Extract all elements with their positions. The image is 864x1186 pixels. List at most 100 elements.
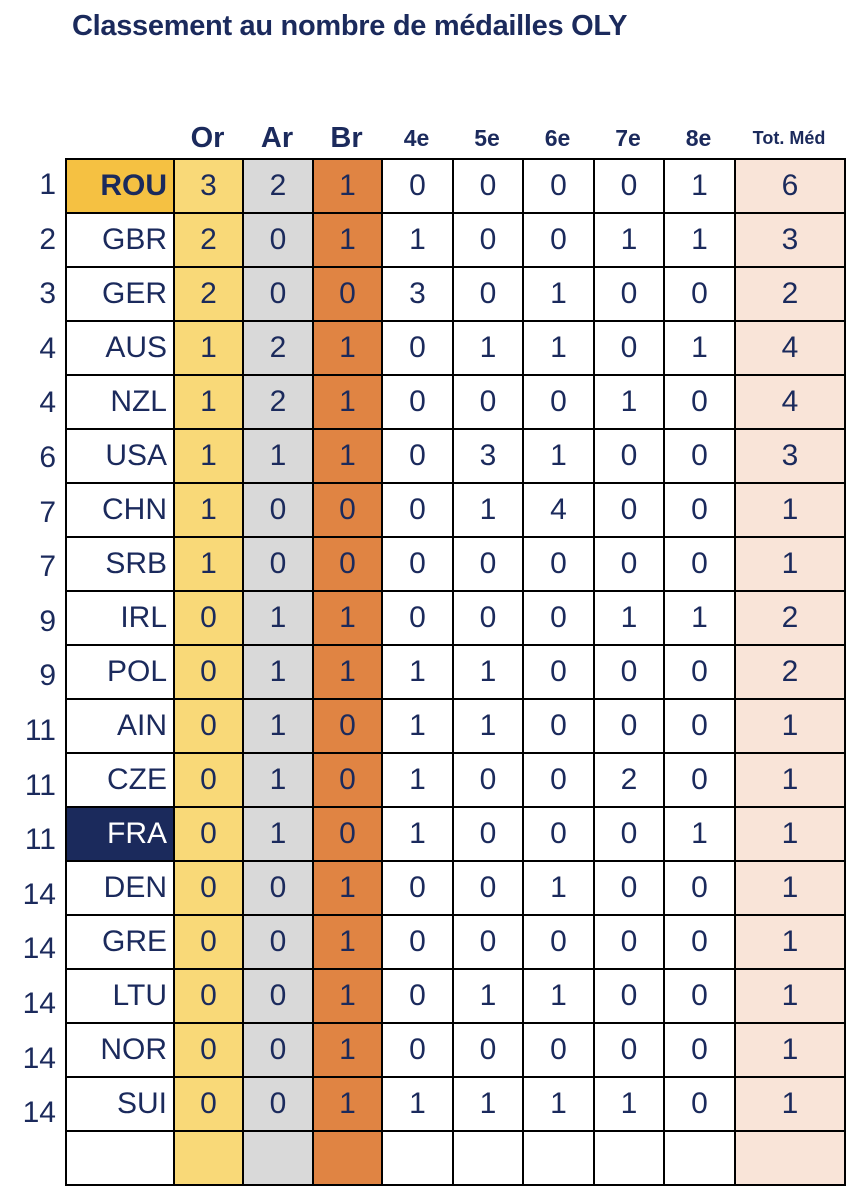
cell-4e: 0 <box>381 914 454 970</box>
cell-ar: 2 <box>242 320 314 376</box>
cell-br: 1 <box>312 644 383 700</box>
country-cell: NZL <box>65 374 175 430</box>
cell-br: 1 <box>312 428 383 484</box>
cell-6e: 0 <box>522 158 595 214</box>
cell-4e: 0 <box>381 536 454 592</box>
country-cell: SRB <box>65 536 175 592</box>
rank-label: 4 <box>39 331 56 365</box>
country-cell: GRE <box>65 914 175 970</box>
cell-5e: 0 <box>452 860 524 916</box>
cell-or: 2 <box>173 266 244 322</box>
cell-ar: 0 <box>242 1022 314 1078</box>
cell-tot-méd: 1 <box>734 1076 846 1132</box>
cell-tot-méd: 2 <box>734 590 846 646</box>
table-row: GBR 2 0 1 1 0 0 1 1 3 <box>65 212 846 268</box>
table-row: AUS 1 2 1 0 1 1 0 1 4 <box>65 320 846 376</box>
empty-cell <box>663 1130 736 1186</box>
cell-tot-méd: 1 <box>734 1022 846 1078</box>
cell-ar: 0 <box>242 482 314 538</box>
cell-4e: 0 <box>381 590 454 646</box>
empty-cell <box>452 1130 524 1186</box>
cell-7e: 0 <box>593 536 665 592</box>
cell-8e: 1 <box>663 320 736 376</box>
empty-cell <box>173 1130 244 1186</box>
table-row: CZE 0 1 0 1 0 0 2 0 1 <box>65 752 846 808</box>
cell-tot-méd: 1 <box>734 860 846 916</box>
cell-7e: 0 <box>593 860 665 916</box>
cell-7e: 0 <box>593 914 665 970</box>
cell-6e: 1 <box>522 968 595 1024</box>
country-cell: ROU <box>65 158 175 214</box>
cell-7e: 1 <box>593 1076 665 1132</box>
cell-ar: 1 <box>242 698 314 754</box>
cell-6e: 0 <box>522 212 595 268</box>
cell-ar: 1 <box>242 806 314 862</box>
cell-8e: 1 <box>663 212 736 268</box>
country-cell: SUI <box>65 1076 175 1132</box>
table-row: NOR 0 0 1 0 0 0 0 0 1 <box>65 1022 846 1078</box>
cell-6e: 4 <box>522 482 595 538</box>
cell-or: 0 <box>173 752 244 808</box>
cell-8e: 0 <box>663 1076 736 1132</box>
cell-8e: 1 <box>663 158 736 214</box>
cell-5e: 0 <box>452 266 524 322</box>
column-header: Ar <box>260 121 294 154</box>
empty-cell <box>734 1130 846 1186</box>
cell-7e: 0 <box>593 698 665 754</box>
cell-ar: 1 <box>242 590 314 646</box>
rank-label: 9 <box>39 659 56 693</box>
cell-6e: 0 <box>522 644 595 700</box>
cell-4e: 1 <box>381 752 454 808</box>
cell-tot-méd: 2 <box>734 266 846 322</box>
rank-label: 2 <box>39 222 56 256</box>
cell-4e: 1 <box>381 806 454 862</box>
rank-label: 11 <box>24 823 56 857</box>
table-row: DEN 0 0 1 0 0 1 0 0 1 <box>65 860 846 916</box>
cell-5e: 1 <box>452 644 524 700</box>
country-cell: GER <box>65 266 175 322</box>
cell-or: 1 <box>173 320 244 376</box>
cell-or: 3 <box>173 158 244 214</box>
cell-6e: 0 <box>522 914 595 970</box>
cell-7e: 0 <box>593 806 665 862</box>
column-header: 6e <box>544 124 571 151</box>
cell-7e: 2 <box>593 752 665 808</box>
empty-cell <box>312 1130 383 1186</box>
country-cell: USA <box>65 428 175 484</box>
cell-br: 0 <box>312 536 383 592</box>
country-cell: CHN <box>65 482 175 538</box>
cell-5e: 0 <box>452 914 524 970</box>
rank-label: 14 <box>22 932 56 966</box>
cell-4e: 1 <box>381 644 454 700</box>
cell-7e: 0 <box>593 428 665 484</box>
cell-6e: 0 <box>522 590 595 646</box>
cell-7e: 0 <box>593 482 665 538</box>
cell-4e: 0 <box>381 482 454 538</box>
rank-label: 4 <box>39 386 56 420</box>
country-cell: GBR <box>65 212 175 268</box>
cell-5e: 0 <box>452 158 524 214</box>
cell-6e: 0 <box>522 1022 595 1078</box>
cell-ar: 0 <box>242 212 314 268</box>
cell-or: 0 <box>173 1022 244 1078</box>
table-row: POL 0 1 1 1 1 0 0 0 2 <box>65 644 846 700</box>
cell-tot-méd: 1 <box>734 698 846 754</box>
cell-4e: 0 <box>381 860 454 916</box>
cell-8e: 0 <box>663 1022 736 1078</box>
cell-tot-méd: 3 <box>734 428 846 484</box>
cell-5e: 1 <box>452 482 524 538</box>
cell-br: 1 <box>312 212 383 268</box>
cell-5e: 0 <box>452 752 524 808</box>
cell-7e: 0 <box>593 158 665 214</box>
rank-label: 7 <box>39 550 56 584</box>
cell-4e: 0 <box>381 428 454 484</box>
cell-ar: 0 <box>242 536 314 592</box>
table-row: USA 1 1 1 0 3 1 0 0 3 <box>65 428 846 484</box>
cell-4e: 1 <box>381 1076 454 1132</box>
rank-label: 14 <box>22 987 56 1020</box>
cell-or: 0 <box>173 968 244 1024</box>
cell-ar: 0 <box>242 266 314 322</box>
column-header: Or <box>190 121 225 154</box>
country-cell: IRL <box>65 590 175 646</box>
cell-4e: 0 <box>381 320 454 376</box>
